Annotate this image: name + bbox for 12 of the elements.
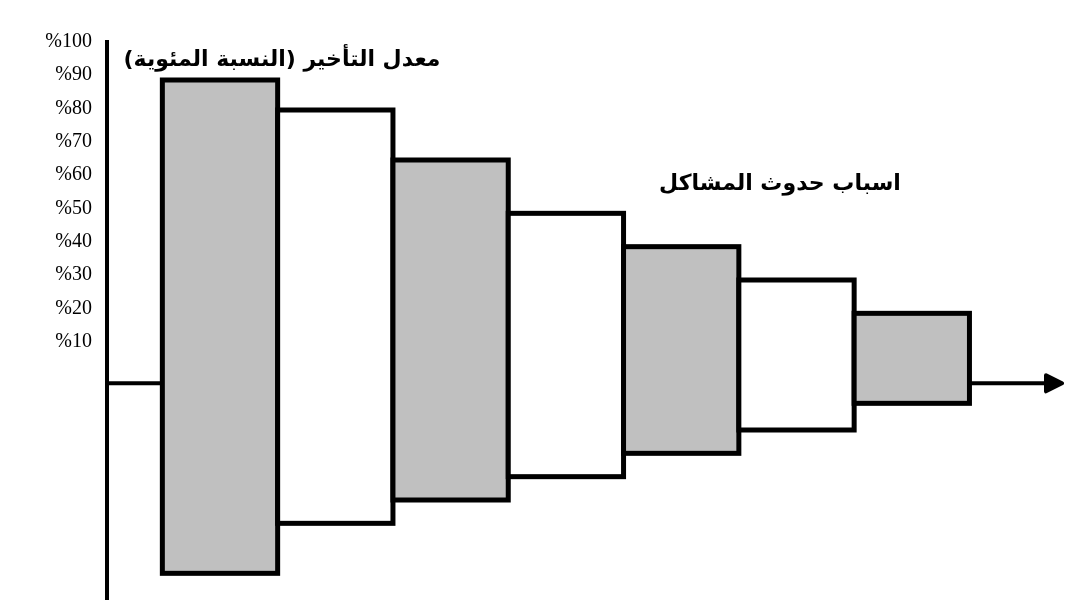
y-tick-label: %10 bbox=[55, 329, 92, 351]
y-tick-label: %70 bbox=[55, 129, 92, 151]
y-tick-label: %90 bbox=[55, 62, 92, 85]
y-tick-label: %30 bbox=[55, 262, 92, 285]
y-tick-label: %40 bbox=[55, 229, 92, 251]
y-tick-label: %50 bbox=[55, 195, 92, 218]
x-axis-title: اسباب حدوث المشاكل bbox=[659, 170, 901, 196]
y-tick-label: %80 bbox=[55, 95, 92, 118]
y-tick-label: %60 bbox=[55, 162, 92, 185]
y-axis-title: معدل التأخير (النسبة المئوية) bbox=[123, 43, 441, 72]
y-tick-label: %20 bbox=[55, 295, 92, 318]
y-tick-label: %100 bbox=[45, 29, 92, 51]
